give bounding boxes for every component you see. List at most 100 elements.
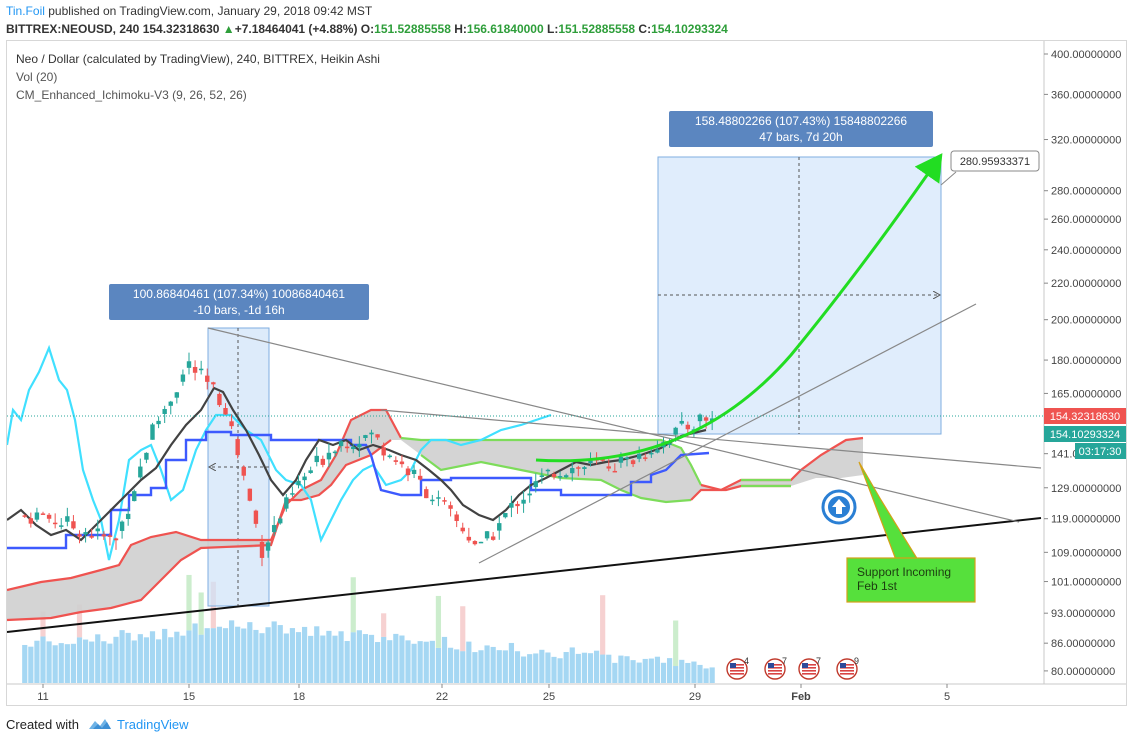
candle-body[interactable] (697, 414, 703, 422)
candle-body[interactable] (417, 475, 423, 480)
candle-body[interactable] (253, 510, 259, 524)
candle-body[interactable] (83, 532, 88, 535)
candle-body[interactable] (533, 481, 538, 488)
candle-body[interactable] (40, 513, 46, 515)
candle-body[interactable] (545, 469, 551, 472)
candle-body[interactable] (302, 476, 307, 481)
candle-body[interactable] (679, 420, 684, 424)
candle-body[interactable] (241, 466, 246, 476)
candle-body[interactable] (570, 468, 575, 474)
candle-body[interactable] (472, 541, 478, 545)
candle-body[interactable] (101, 534, 107, 537)
candle-body[interactable] (685, 424, 691, 430)
author-link[interactable]: Tin.Foil (6, 4, 45, 18)
candle-body[interactable] (308, 470, 313, 474)
projection-arrow[interactable] (535, 153, 943, 463)
candle-body[interactable] (271, 525, 277, 533)
candle-body[interactable] (332, 451, 338, 454)
candle-body[interactable] (168, 401, 173, 406)
candle-body[interactable] (703, 417, 709, 421)
candle-body[interactable] (582, 467, 587, 469)
candle-body[interactable] (618, 456, 624, 463)
candle-body[interactable] (466, 536, 472, 541)
candle-body[interactable] (89, 535, 94, 538)
candle-body[interactable] (229, 421, 234, 427)
candle-body[interactable] (509, 503, 514, 508)
candle-body[interactable] (144, 452, 149, 460)
candle-body[interactable] (478, 541, 484, 544)
measure-label-2[interactable] (669, 111, 933, 147)
chart-svg[interactable]: 400.00000000 360.00000000 320.00000000 280.… (5, 41, 1126, 705)
resistance-trendline-2[interactable] (380, 409, 1042, 469)
candle-body[interactable] (174, 392, 180, 398)
candle-body[interactable] (125, 513, 131, 520)
candle-body[interactable] (527, 493, 532, 496)
candle-body[interactable] (411, 469, 417, 474)
chart-title[interactable]: Neo / Dollar (calculated by TradingView)… (16, 52, 380, 66)
indicator-legend[interactable]: CM_Enhanced_Ichimoku-V3 (9, 26, 52, 26) (16, 88, 247, 102)
volume-legend[interactable]: Vol (20) (16, 70, 57, 84)
rising-trendline[interactable] (478, 303, 977, 564)
resistance-trendline-1[interactable] (207, 327, 1020, 523)
candle-body[interactable] (180, 374, 186, 382)
candle-body[interactable] (381, 447, 386, 456)
candlesticks[interactable] (22, 352, 715, 567)
support-note[interactable] (846, 557, 976, 603)
economic-events[interactable]: 4 7 7 9 (726, 656, 859, 680)
candle-body[interactable] (150, 424, 155, 440)
candle-body[interactable] (490, 536, 496, 540)
candle-body[interactable] (399, 461, 405, 465)
candle-body[interactable] (357, 444, 362, 448)
candle-body[interactable] (290, 493, 295, 495)
us-flag-icon[interactable]: 7 (798, 656, 821, 680)
candle-body[interactable] (630, 460, 636, 465)
candle-body[interactable] (95, 528, 100, 532)
candle-body[interactable] (460, 527, 465, 532)
us-flag-icon[interactable]: 4 (726, 656, 749, 680)
us-flag-icon[interactable]: 9 (836, 656, 859, 680)
candle-body[interactable] (655, 449, 660, 453)
candle-body[interactable] (46, 514, 52, 519)
candle-body[interactable] (551, 473, 557, 478)
arrow-up-circle-icon[interactable] (821, 489, 857, 525)
candle-body[interactable] (296, 480, 301, 486)
candle-body[interactable] (156, 420, 161, 425)
candle-body[interactable] (363, 435, 368, 438)
us-flag-icon[interactable]: 7 (764, 656, 787, 680)
candle-body[interactable] (430, 499, 435, 502)
candle-body[interactable] (454, 514, 459, 521)
price-axis[interactable]: 400.00000000 360.00000000 320.00000000 280.… (1044, 49, 1121, 678)
candle-body[interactable] (28, 518, 34, 524)
time-axis[interactable]: 11 15 18 22 25 29 Feb 5 (37, 684, 950, 703)
candle-body[interactable] (673, 427, 678, 435)
candle-body[interactable] (588, 460, 593, 464)
candle-body[interactable] (497, 523, 502, 531)
candle-body[interactable] (198, 368, 204, 371)
candle-body[interactable] (600, 458, 605, 461)
candle-body[interactable] (259, 541, 265, 558)
candle-body[interactable] (278, 518, 283, 524)
candle-body[interactable] (338, 441, 344, 447)
target-callout[interactable] (950, 150, 1040, 172)
candle-body[interactable] (205, 375, 210, 382)
support-trendline[interactable] (6, 517, 1042, 633)
candle-body[interactable] (265, 542, 271, 551)
candle-body[interactable] (612, 470, 618, 473)
candle-body[interactable] (235, 439, 240, 456)
candle-body[interactable] (369, 432, 374, 435)
candle-body[interactable] (521, 499, 526, 504)
candle-body[interactable] (107, 535, 113, 537)
candle-body[interactable] (326, 452, 332, 460)
candle-body[interactable] (344, 446, 350, 449)
candle-body[interactable] (576, 467, 581, 469)
candle-body[interactable] (405, 468, 411, 476)
candle-body[interactable] (442, 500, 447, 502)
candle-body[interactable] (113, 538, 119, 541)
candle-body[interactable] (186, 361, 192, 368)
candle-body[interactable] (484, 531, 490, 539)
candle-body[interactable] (34, 512, 40, 520)
candle-body[interactable] (351, 446, 356, 450)
candle-body[interactable] (424, 489, 429, 499)
candle-body[interactable] (375, 434, 380, 438)
candle-body[interactable] (284, 497, 289, 509)
